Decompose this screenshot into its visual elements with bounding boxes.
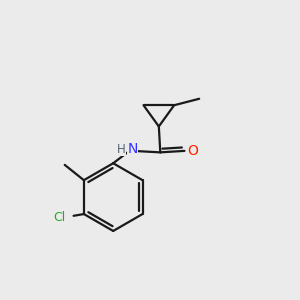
Text: Cl: Cl [54, 211, 66, 224]
Text: H: H [117, 142, 125, 156]
Text: N: N [127, 142, 137, 156]
Text: O: O [187, 144, 198, 158]
